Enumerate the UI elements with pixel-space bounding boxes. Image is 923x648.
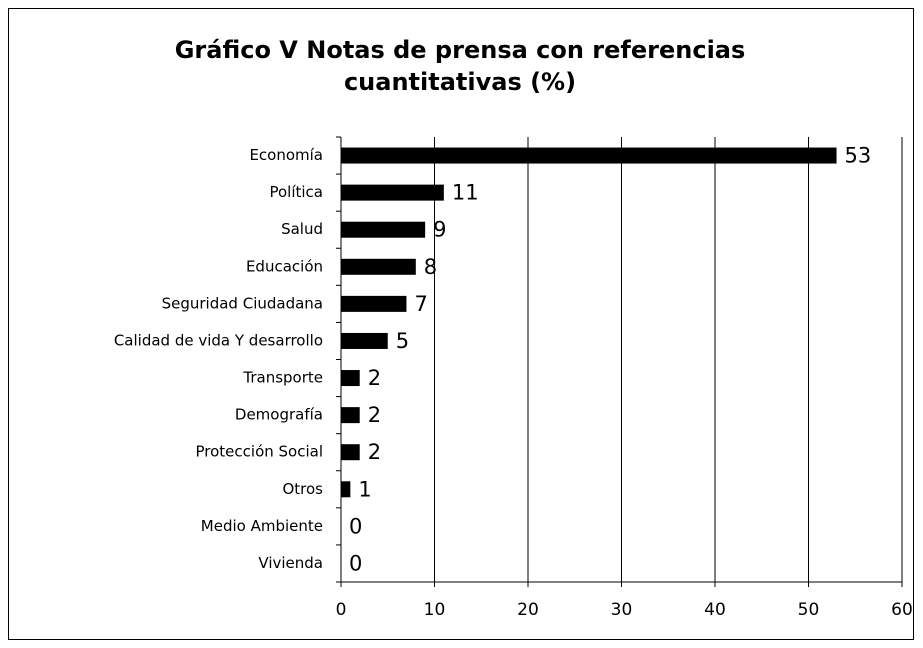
bar: [341, 444, 360, 461]
data-label: 2: [368, 366, 381, 390]
bar: [341, 258, 416, 275]
bar: [341, 295, 407, 312]
y-tick-label: Calidad de vida Y desarrollo: [114, 331, 323, 349]
x-tick-label: 10: [424, 600, 446, 620]
x-tick-label: 20: [517, 600, 539, 620]
x-tick-label: 30: [611, 600, 633, 620]
y-tick-label: Seguridad Ciudadana: [162, 294, 323, 312]
data-label: 0: [349, 551, 362, 575]
y-tick-label: Vivienda: [258, 554, 323, 572]
bar: [341, 370, 360, 387]
data-label: 8: [424, 255, 437, 279]
y-tick-label: Medio Ambiente: [201, 517, 323, 535]
x-tick-label: 0: [336, 600, 347, 620]
y-tick-label: Otros: [282, 480, 323, 498]
data-label: 0: [349, 514, 362, 538]
data-label: 1: [358, 477, 371, 501]
y-tick-label: Protección Social: [196, 443, 324, 461]
data-label: 5: [396, 329, 409, 353]
bar: [341, 332, 388, 349]
data-label: 2: [368, 440, 381, 464]
data-label: 2: [368, 403, 381, 427]
y-tick-label: Economía: [249, 146, 323, 164]
data-label: 53: [845, 144, 872, 168]
bar: [341, 481, 351, 498]
data-label: 11: [452, 181, 479, 205]
bar: [341, 221, 426, 238]
bar: [341, 407, 360, 424]
bar: [341, 147, 837, 164]
y-tick-label: Educación: [246, 257, 323, 275]
y-tick-label: Política: [269, 183, 323, 201]
x-tick-label: 60: [891, 600, 913, 620]
chart-title: Gráfico V Notas de prensa con referencia…: [174, 36, 746, 96]
data-label: 9: [433, 218, 446, 242]
x-tick-label: 40: [704, 600, 726, 620]
y-tick-label: Transporte: [242, 369, 323, 387]
data-label: 7: [414, 292, 427, 316]
bar: [341, 184, 444, 201]
y-tick-label: Salud: [281, 220, 323, 238]
y-tick-label: Demografía: [235, 406, 323, 424]
chart-frame: [8, 8, 914, 640]
x-tick-label: 50: [798, 600, 820, 620]
